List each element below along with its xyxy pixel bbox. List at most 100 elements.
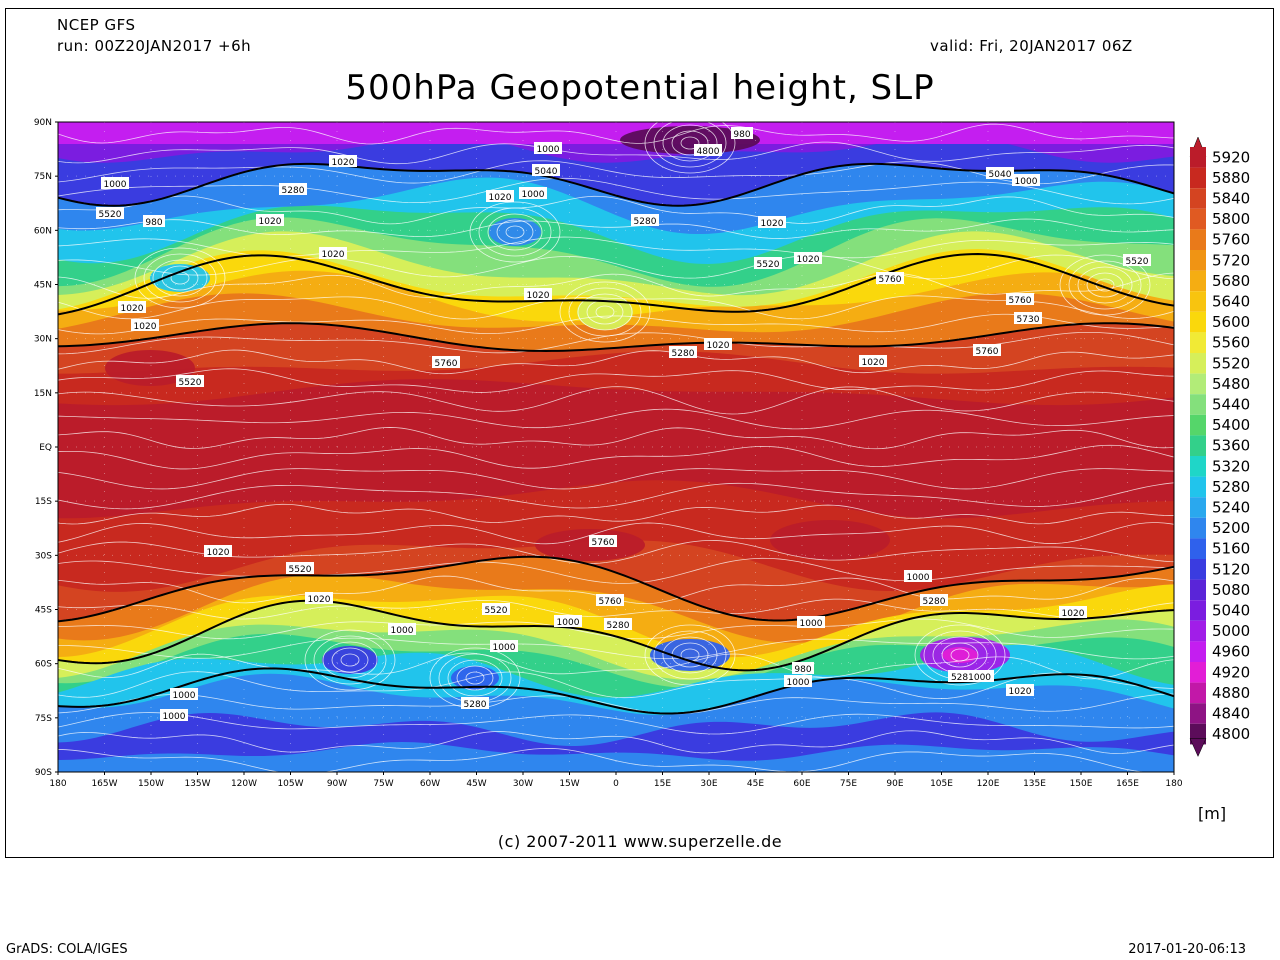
contour-label-text: 1020: [707, 341, 730, 351]
isobar-ring: [950, 648, 970, 662]
contour-label: 1020: [859, 355, 887, 368]
colorbar-swatch: [1190, 353, 1206, 374]
isobar: [58, 295, 1174, 320]
colorbar-label: 5440: [1212, 396, 1250, 414]
isobar: [58, 503, 1174, 525]
colorbar-label: 5640: [1212, 293, 1250, 311]
contour-label-text: 1000: [907, 573, 930, 583]
contour-label: 1020: [256, 214, 284, 227]
contour-label-text: 1000: [391, 626, 414, 636]
colorbar-swatch: [1190, 517, 1206, 539]
isobar-ring: [478, 207, 552, 257]
contour-label-box: [524, 288, 552, 300]
lon-label: 30E: [700, 779, 717, 789]
contour-label: 1020: [118, 301, 146, 314]
contour-label-box: [160, 709, 188, 721]
lon-label: 90W: [327, 779, 347, 789]
contour-label-box: [986, 167, 1014, 179]
colorbar-swatch: [1190, 147, 1206, 168]
isobar-ring: [447, 659, 503, 697]
lon-label: 90E: [886, 779, 903, 789]
contour-label-box: [904, 570, 932, 582]
colorbar-label: 5800: [1212, 210, 1250, 228]
isobar-ring: [331, 647, 369, 673]
lat-label: 90N: [34, 118, 52, 128]
isobar: [58, 313, 1174, 335]
isobar-ring: [559, 281, 651, 343]
isobar: [58, 557, 1174, 584]
lon-label: 135E: [1023, 779, 1046, 789]
contour-label-text: 5520: [485, 606, 508, 616]
colorbar-swatch: [1190, 311, 1206, 333]
colorbar-label: 5880: [1212, 169, 1250, 187]
lon-label: 45W: [466, 779, 486, 789]
contour-label: 1020: [1059, 606, 1087, 619]
colorbar-swatch: [1190, 291, 1206, 312]
height-contour: [58, 555, 1174, 623]
isobar: [58, 693, 1174, 715]
contour-label-text: 1020: [134, 322, 157, 332]
unit-label: [m]: [1198, 804, 1227, 823]
contour-label-box: [596, 594, 624, 606]
lat-label: 45S: [35, 606, 52, 616]
lon-label: 60W: [420, 779, 440, 789]
isobar-ring: [134, 247, 226, 309]
isobar: [58, 236, 1174, 259]
isobar-ring: [568, 287, 642, 337]
graticule: [58, 122, 1174, 772]
contour-label-text: 1000: [104, 180, 127, 190]
isobar: [58, 408, 1174, 430]
contour-label-box: [754, 257, 782, 269]
run-time: run: 00Z20JAN2017 +6h: [57, 37, 252, 55]
contour-label-box: [534, 142, 562, 154]
height-contour: [58, 599, 1174, 672]
isobar: [58, 123, 1174, 145]
contour-label: 1000: [1012, 174, 1040, 187]
colorbar-bottom-arrow: [1189, 738, 1207, 758]
colorbar-swatch: [1190, 373, 1206, 395]
contour-label-text: 5760: [1009, 296, 1032, 306]
isobar: [58, 652, 1174, 680]
contour-label: 1000: [534, 142, 562, 155]
contour-label-text: 1000: [1015, 177, 1038, 187]
lat-label: 75S: [35, 714, 52, 724]
colorbar: 5920 5880 5840 5800 5760 5720 5680 5640 5600 5560…: [1189, 136, 1250, 758]
isobar: [58, 522, 1174, 545]
colorbar-swatch: [1190, 188, 1206, 209]
lon-label: 135W: [184, 779, 210, 789]
isobar-ring: [487, 213, 543, 251]
contour-label-text: 1000: [800, 619, 823, 629]
contour-label-box: [319, 247, 347, 259]
plot-frame: [5, 8, 1274, 858]
colorbar-label: 5280: [1212, 478, 1250, 496]
colorbar-swatch: [1190, 208, 1206, 230]
contour-label-box: [1014, 312, 1042, 324]
contour-label-box: [876, 272, 904, 284]
isobar: [58, 444, 1174, 470]
contour-label-text: 1020: [322, 250, 345, 260]
isobar: [58, 747, 1174, 772]
contour-label-text: 5760: [599, 597, 622, 607]
colorbar-swatch: [1190, 559, 1206, 580]
isobar-ring: [1086, 272, 1124, 298]
contour-label: 1000: [101, 177, 129, 190]
contour-label: 1020: [1006, 684, 1034, 697]
colorbar-swatch: [1190, 332, 1206, 353]
isobar-ring: [653, 122, 727, 168]
colorbar-swatch: [1190, 497, 1206, 518]
isobar-ring: [469, 201, 561, 263]
pressure-center: [770, 520, 890, 560]
isobar: [58, 540, 1174, 564]
colorbar-label: 5000: [1212, 622, 1250, 640]
colorbar-label: 5080: [1212, 581, 1250, 599]
contour-label-box: [490, 640, 518, 652]
contour-label: 1000: [160, 709, 188, 722]
contour-label-text: 5280: [634, 217, 657, 227]
credit-line: (c) 2007-2011 www.superzelle.de: [497, 832, 783, 851]
contour-label-box: [973, 344, 1001, 356]
contour-label-box: [669, 346, 697, 358]
contour-label-text: 1000: [493, 643, 516, 653]
lon-label: 60E: [793, 779, 810, 789]
contour-label: 5280: [461, 697, 489, 710]
isobar-ring: [644, 122, 736, 174]
